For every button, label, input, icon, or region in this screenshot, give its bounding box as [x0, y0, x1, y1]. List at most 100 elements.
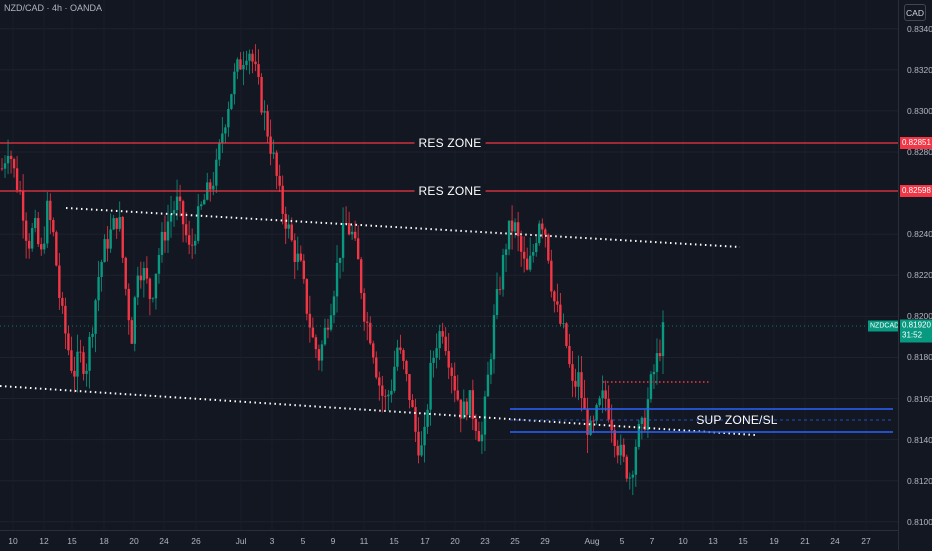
candle: [61, 292, 64, 314]
drawing-overlays: [0, 142, 898, 436]
candle: [652, 364, 656, 390]
time-tick: 11: [359, 536, 369, 546]
candle: [73, 356, 76, 393]
candle: [175, 179, 179, 221]
time-tick: 23: [480, 536, 490, 546]
candle: [372, 340, 375, 364]
candle: [592, 415, 595, 434]
symbol-badge: NZDCAD: [868, 320, 898, 332]
currency-button[interactable]: CAD: [904, 4, 926, 21]
sup-zone-label[interactable]: SUP ZONE/SL: [696, 413, 778, 427]
candle: [302, 254, 306, 284]
candle: [522, 236, 526, 273]
candle: [477, 421, 481, 442]
res-price-badge-2: 0.82598: [900, 185, 932, 197]
current-price-badge: 0.81920 31:52: [900, 319, 932, 343]
candle: [649, 371, 653, 403]
candle: [212, 171, 215, 196]
time-tick: 12: [39, 536, 49, 546]
candle: [465, 398, 469, 421]
candle: [296, 236, 299, 271]
candle: [163, 215, 167, 253]
candle: [275, 150, 278, 190]
candle: [456, 374, 459, 402]
candle: [646, 387, 650, 438]
candle: [200, 201, 203, 210]
time-tick: 19: [769, 536, 779, 546]
candle: [97, 260, 100, 312]
candle: [251, 49, 254, 74]
candle: [420, 431, 423, 458]
candle: [21, 174, 25, 239]
candle: [565, 322, 568, 349]
candle: [344, 206, 348, 224]
candle: [305, 278, 309, 321]
candle: [281, 175, 284, 225]
candle: [109, 213, 112, 253]
candle: [553, 290, 556, 313]
time-tick: Jul: [235, 536, 247, 546]
candle: [184, 212, 188, 243]
candle: [79, 339, 82, 363]
candle: [0, 158, 4, 171]
candle: [408, 374, 411, 409]
candle: [34, 209, 37, 233]
res-zone-label-1[interactable]: RES ZONE: [414, 136, 486, 150]
candle: [414, 398, 417, 442]
candle: [245, 50, 248, 71]
candle: [583, 379, 586, 410]
candle: [323, 318, 327, 347]
candle: [166, 204, 170, 253]
candle: [568, 333, 571, 368]
candle: [640, 416, 644, 440]
candle: [535, 236, 538, 257]
candle: [37, 211, 40, 248]
lower-trendline[interactable]: [0, 385, 756, 436]
candle: [239, 52, 242, 70]
time-tick: 5: [619, 536, 625, 546]
candle: [631, 470, 635, 496]
candle: [513, 218, 517, 238]
candle: [260, 73, 263, 116]
candle: [341, 207, 345, 272]
candle: [139, 261, 143, 289]
chart-pane[interactable]: NZD/CAD · 4h · OANDA RES ZONE RES ZONE S…: [0, 0, 898, 530]
candle: [154, 273, 158, 310]
candle: [136, 266, 140, 306]
candle: [634, 439, 638, 487]
candle: [604, 380, 607, 412]
candle: [501, 248, 505, 297]
symbol-title[interactable]: NZD/CAD · 4h · OANDA: [4, 3, 103, 13]
candle: [607, 385, 610, 423]
candle: [12, 157, 16, 178]
candle: [359, 257, 363, 300]
candle: [82, 346, 85, 381]
countdown-timer: 31:52: [902, 330, 923, 340]
candle: [94, 298, 97, 353]
candle: [462, 389, 465, 419]
candle: [106, 226, 109, 262]
candle: [308, 295, 312, 343]
res-zone-label-2[interactable]: RES ZONE: [414, 184, 486, 198]
candlestick-plot[interactable]: [0, 0, 898, 530]
candle: [378, 371, 381, 401]
grid-lines: [0, 28, 898, 523]
candle: [544, 227, 547, 248]
candle: [24, 212, 28, 259]
candle: [145, 256, 149, 284]
candle: [67, 325, 70, 356]
candle: [218, 139, 221, 167]
candle: [468, 389, 472, 416]
candle: [637, 420, 641, 450]
candle: [311, 317, 315, 339]
candle: [453, 362, 456, 403]
candle: [314, 334, 318, 359]
candle: [127, 283, 130, 335]
time-axis[interactable]: 10 12 15 18 20 24 26 Jul 3 5 9 11 15 17 20 23 25 29 Aug 5 7 1…: [0, 530, 898, 551]
candle: [118, 201, 121, 232]
